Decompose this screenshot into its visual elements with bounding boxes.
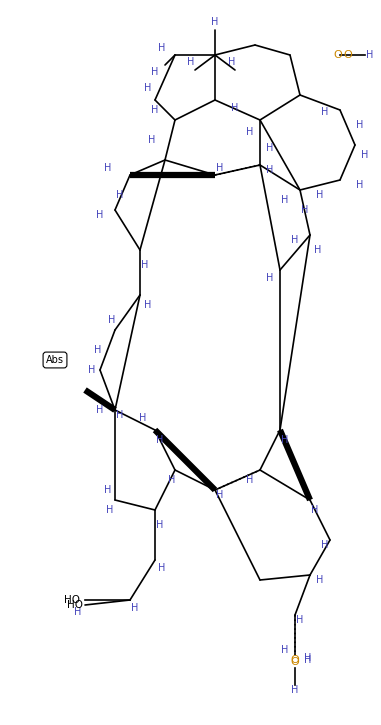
Text: H: H bbox=[141, 260, 149, 270]
Text: O: O bbox=[344, 50, 352, 60]
Text: H: H bbox=[211, 17, 219, 27]
Text: H: H bbox=[151, 105, 159, 115]
Text: H: H bbox=[74, 607, 82, 617]
Text: H: H bbox=[316, 575, 324, 585]
Text: H: H bbox=[144, 83, 152, 93]
Text: H: H bbox=[361, 150, 369, 160]
Text: H: H bbox=[356, 180, 364, 190]
Text: Abs: Abs bbox=[46, 355, 64, 365]
Text: H: H bbox=[148, 135, 156, 145]
Text: H: H bbox=[291, 685, 299, 695]
Text: H: H bbox=[246, 475, 254, 485]
Text: H: H bbox=[104, 163, 112, 173]
Text: H: H bbox=[291, 235, 299, 245]
Text: H: H bbox=[304, 653, 312, 663]
Text: H: H bbox=[281, 645, 289, 655]
Text: H: H bbox=[187, 57, 195, 67]
Text: H: H bbox=[311, 505, 319, 515]
Text: H: H bbox=[266, 165, 274, 175]
Text: H: H bbox=[144, 300, 152, 310]
Text: H: H bbox=[356, 120, 364, 130]
Text: H: H bbox=[96, 405, 104, 415]
Text: H: H bbox=[158, 43, 166, 53]
Text: H: H bbox=[321, 107, 329, 117]
Text: H: H bbox=[168, 475, 176, 485]
Text: HO: HO bbox=[67, 600, 83, 610]
Text: H: H bbox=[158, 563, 166, 573]
Text: O: O bbox=[291, 655, 299, 665]
Text: H: H bbox=[116, 410, 124, 420]
Text: H: H bbox=[314, 245, 322, 255]
Text: H: H bbox=[281, 435, 289, 445]
Text: H: H bbox=[104, 485, 112, 495]
Text: O: O bbox=[291, 657, 299, 667]
Text: H: H bbox=[366, 50, 374, 60]
Text: H: H bbox=[266, 273, 274, 283]
Text: H: H bbox=[301, 205, 309, 215]
Text: HO: HO bbox=[64, 595, 80, 605]
Text: H: H bbox=[246, 127, 254, 137]
Text: H: H bbox=[231, 103, 239, 113]
Text: H: H bbox=[304, 655, 312, 665]
Text: H: H bbox=[156, 435, 164, 445]
Text: H: H bbox=[108, 315, 116, 325]
Text: H: H bbox=[321, 540, 329, 550]
Text: H: H bbox=[88, 365, 96, 375]
Text: H: H bbox=[106, 505, 114, 515]
Text: H: H bbox=[266, 143, 274, 153]
Text: H: H bbox=[94, 345, 102, 355]
Text: H: H bbox=[216, 490, 224, 500]
Text: H: H bbox=[96, 210, 104, 220]
Text: H: H bbox=[131, 603, 139, 613]
Text: O: O bbox=[334, 50, 343, 60]
Text: H: H bbox=[296, 615, 304, 625]
Text: H: H bbox=[139, 413, 147, 423]
Text: H: H bbox=[316, 190, 324, 200]
Text: H: H bbox=[281, 195, 289, 205]
Text: H: H bbox=[156, 520, 164, 530]
Text: H: H bbox=[151, 67, 159, 77]
Text: H: H bbox=[216, 163, 224, 173]
Text: H: H bbox=[116, 190, 124, 200]
Text: H: H bbox=[228, 57, 236, 67]
